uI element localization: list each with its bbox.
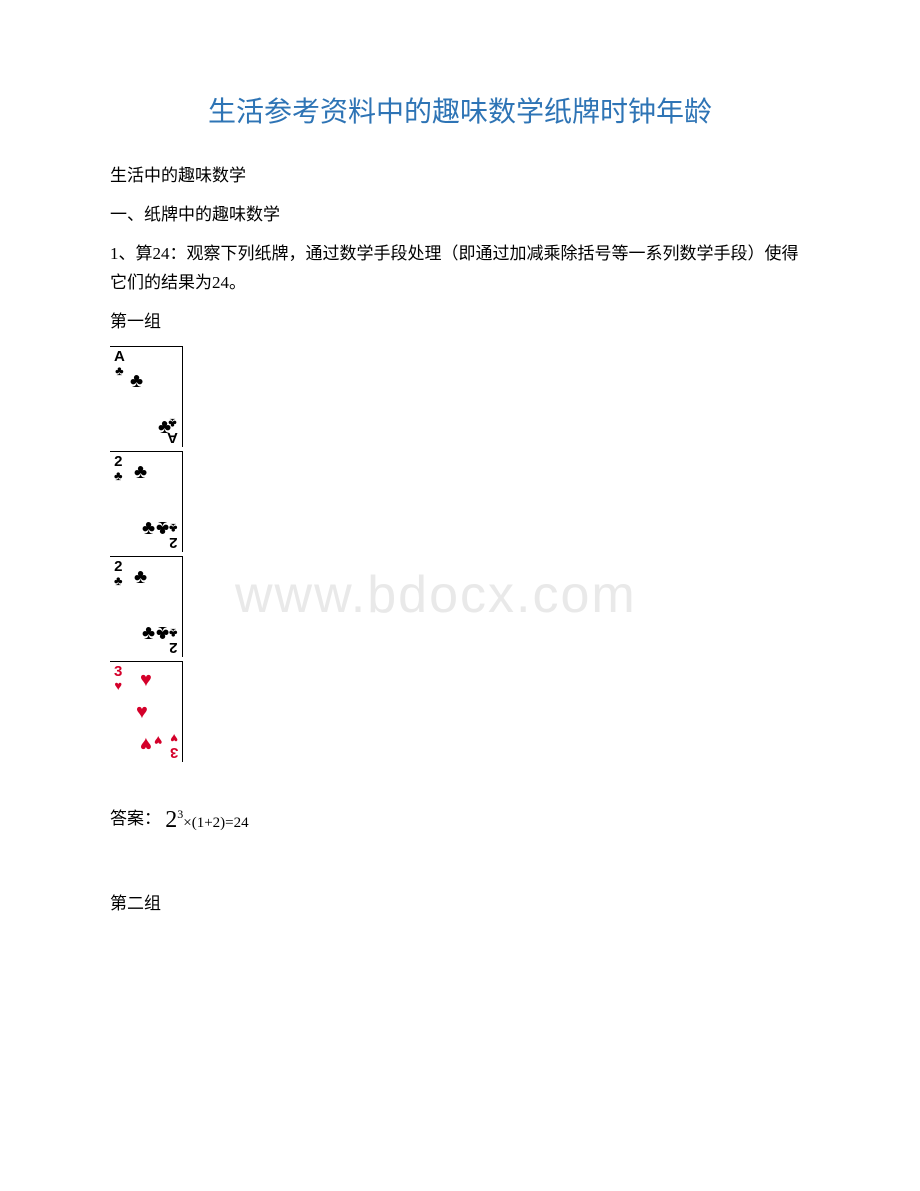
group-1-label: 第一组 bbox=[110, 308, 810, 337]
card-corner-top-left: 3♥ bbox=[114, 664, 122, 692]
card-pip-icon: ♥ bbox=[136, 702, 148, 722]
card-pip-icon: ♣ bbox=[156, 518, 169, 538]
card-rank: 3 bbox=[114, 664, 122, 679]
card-corner-bottom-right: 2♣ bbox=[169, 627, 178, 655]
card-rank: 3 bbox=[170, 745, 178, 760]
section-heading-1: 一、纸牌中的趣味数学 bbox=[110, 201, 810, 230]
page-title: 生活参考资料中的趣味数学纸牌时钟年龄 bbox=[110, 90, 810, 130]
card-suit-icon: ♣ bbox=[114, 364, 125, 377]
card-suit-icon: ♣ bbox=[114, 469, 123, 482]
card-corner-bottom-right: 3♥ bbox=[170, 732, 178, 760]
playing-card: A♣A♣♣♣ bbox=[110, 346, 183, 447]
formula-base: 2 bbox=[165, 807, 177, 833]
cards-area: A♣A♣♣♣2♣2♣♣♣♣2♣2♣♣♣♣3♥3♥♥♥♥♥ bbox=[110, 346, 810, 762]
card-pip-icon: ♣ bbox=[134, 462, 147, 482]
answer-label: 答案： bbox=[110, 809, 161, 828]
card-pip-icon: ♥ bbox=[154, 734, 162, 748]
playing-card: 2♣2♣♣♣♣ bbox=[110, 451, 183, 552]
card-pip-icon: ♣ bbox=[156, 623, 169, 643]
problem-1-text: 1、算24：观察下列纸牌，通过数学手段处理（即通过加减乘除括号等一系列数学手段）… bbox=[110, 240, 810, 298]
card-corner-bottom-right: 2♣ bbox=[169, 522, 178, 550]
card-pip-icon: ♣ bbox=[142, 518, 155, 538]
card-rank: 2 bbox=[114, 454, 123, 469]
answer-formula: 23×(1+2)=24 bbox=[165, 807, 248, 834]
playing-card: 2♣2♣♣♣♣ bbox=[110, 556, 183, 657]
card-suit-icon: ♥ bbox=[114, 679, 122, 692]
card-suit-icon: ♣ bbox=[169, 522, 178, 535]
card-corner-top-left: A♣ bbox=[114, 349, 125, 377]
card-corner-top-left: 2♣ bbox=[114, 559, 123, 587]
playing-card: 3♥3♥♥♥♥♥ bbox=[110, 661, 183, 762]
formula-exp: 3 bbox=[177, 807, 183, 821]
card-corner-top-left: 2♣ bbox=[114, 454, 123, 482]
card-pip-icon: ♥ bbox=[140, 670, 152, 690]
card-rank: 2 bbox=[169, 640, 178, 655]
group-2-label: 第二组 bbox=[110, 890, 810, 919]
card-pip-icon: ♣ bbox=[130, 371, 143, 391]
card-pip-icon: ♥ bbox=[140, 734, 152, 754]
card-suit-icon: ♣ bbox=[114, 574, 123, 587]
subtitle: 生活中的趣味数学 bbox=[110, 162, 810, 191]
card-rank: 2 bbox=[114, 559, 123, 574]
card-rank: 2 bbox=[169, 535, 178, 550]
card-pip-icon: ♣ bbox=[158, 417, 171, 437]
card-suit-icon: ♣ bbox=[169, 627, 178, 640]
card-suit-icon: ♥ bbox=[170, 732, 178, 745]
card-pip-icon: ♣ bbox=[142, 623, 155, 643]
formula-rest: ×(1+2)=24 bbox=[183, 815, 248, 831]
answer-line: 答案： 23×(1+2)=24 bbox=[110, 804, 810, 834]
card-pip-icon: ♣ bbox=[134, 567, 147, 587]
card-rank: A bbox=[114, 349, 125, 364]
